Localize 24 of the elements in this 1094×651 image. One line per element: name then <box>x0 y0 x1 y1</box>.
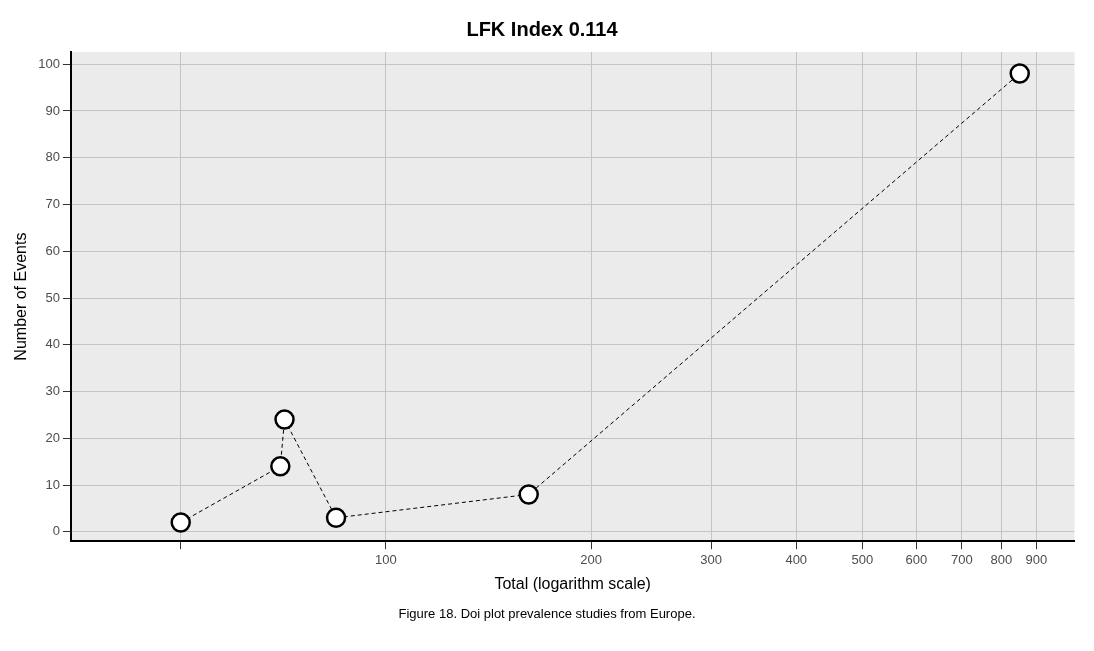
x-tick-label: 100 <box>375 551 397 567</box>
y-tick-label: 0 <box>52 523 60 539</box>
x-tick-label: 300 <box>700 551 722 567</box>
y-tick-label: 10 <box>45 476 60 492</box>
y-tick-label: 20 <box>45 429 60 445</box>
x-tick-label: 500 <box>851 551 874 567</box>
x-tick-label: 200 <box>580 551 602 567</box>
y-tick-label: 60 <box>45 242 60 258</box>
y-axis-title: Number of Events <box>12 232 30 361</box>
x-tick-label: 400 <box>785 551 808 567</box>
caption: Figure 18. Doi plot prevalence studies from Europe. <box>397 606 697 621</box>
y-tick-label: 40 <box>45 336 60 352</box>
y-tick-label: 70 <box>45 196 60 212</box>
x-tick-label: 900 <box>1025 551 1048 567</box>
x-tick-label: 600 <box>905 551 928 567</box>
y-tick-label: 30 <box>45 383 60 399</box>
y-tick-label: 90 <box>45 102 60 118</box>
y-tick-label: 100 <box>38 55 60 71</box>
x-tick-label: 700 <box>951 551 973 567</box>
x-axis-title: Total (logarithm scale) <box>494 574 651 592</box>
y-tick-label: 50 <box>45 289 60 305</box>
x-tick-label: 800 <box>990 551 1013 567</box>
chart-title: LFK Index 0.114 <box>466 17 619 40</box>
y-tick-label: 80 <box>45 149 60 165</box>
